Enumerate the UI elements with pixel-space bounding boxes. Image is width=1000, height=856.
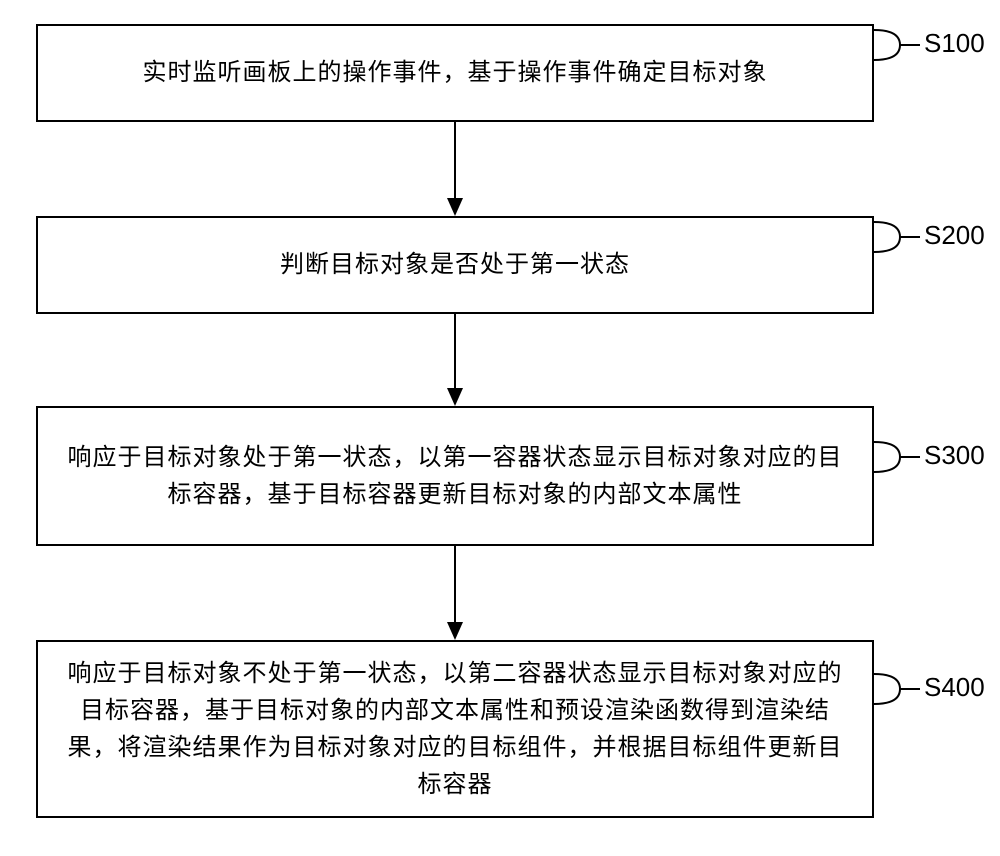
- callout-s100: [874, 30, 920, 60]
- flow-node-s300-text: 响应于目标对象处于第一状态，以第一容器状态显示目标对象对应的目标容器，基于目标容…: [62, 439, 848, 513]
- callout-s400: [874, 674, 920, 704]
- flow-node-s400-text: 响应于目标对象不处于第一状态，以第二容器状态显示目标对象对应的目标容器，基于目标…: [62, 655, 848, 804]
- flow-node-s300: 响应于目标对象处于第一状态，以第一容器状态显示目标对象对应的目标容器，基于目标容…: [36, 406, 874, 546]
- flow-node-s400: 响应于目标对象不处于第一状态，以第二容器状态显示目标对象对应的目标容器，基于目标…: [36, 640, 874, 818]
- flow-node-s100-text: 实时监听画板上的操作事件，基于操作事件确定目标对象: [143, 54, 768, 91]
- callout-s200: [874, 222, 920, 252]
- flow-node-s200: 判断目标对象是否处于第一状态: [36, 216, 874, 314]
- step-label-s400: S400: [924, 672, 985, 703]
- callout-s300: [874, 442, 920, 472]
- flow-node-s100: 实时监听画板上的操作事件，基于操作事件确定目标对象: [36, 24, 874, 122]
- step-label-s300: S300: [924, 440, 985, 471]
- step-label-s100: S100: [924, 28, 985, 59]
- edge-s300-s400-head: [447, 622, 463, 640]
- flow-node-s200-text: 判断目标对象是否处于第一状态: [280, 246, 630, 283]
- edge-s100-s200-head: [447, 198, 463, 216]
- flowchart-container: 实时监听画板上的操作事件，基于操作事件确定目标对象 判断目标对象是否处于第一状态…: [0, 0, 1000, 856]
- edge-s200-s300-head: [447, 388, 463, 406]
- step-label-s200: S200: [924, 220, 985, 251]
